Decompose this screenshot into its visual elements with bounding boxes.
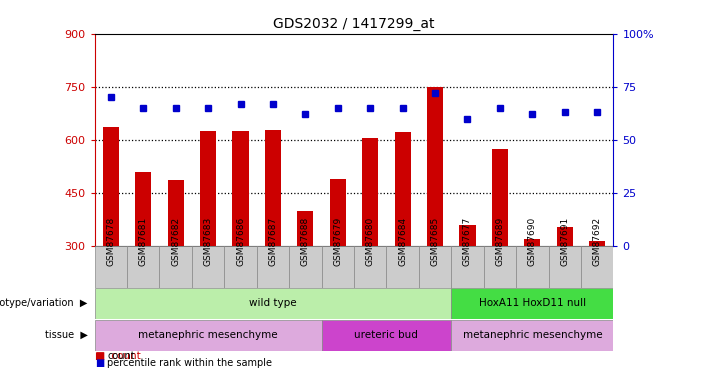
Text: genotype/variation  ▶: genotype/variation ▶ xyxy=(0,298,88,308)
Bar xyxy=(516,246,549,288)
Text: GSM87689: GSM87689 xyxy=(496,217,505,266)
Bar xyxy=(354,246,386,288)
Bar xyxy=(492,149,508,246)
Bar xyxy=(549,246,581,288)
Bar xyxy=(95,320,322,351)
Bar xyxy=(233,131,249,246)
Bar xyxy=(395,132,411,246)
Bar xyxy=(451,246,484,288)
Bar xyxy=(265,130,281,246)
Text: GSM87677: GSM87677 xyxy=(463,217,472,266)
Text: ureteric bud: ureteric bud xyxy=(355,330,418,340)
Bar xyxy=(418,246,451,288)
Bar xyxy=(459,225,475,246)
Text: GSM87690: GSM87690 xyxy=(528,217,537,266)
Text: ■: ■ xyxy=(95,351,104,361)
Bar xyxy=(451,288,613,319)
Bar xyxy=(95,246,127,288)
Text: metanephric mesenchyme: metanephric mesenchyme xyxy=(463,330,602,340)
Bar xyxy=(322,246,354,288)
Text: metanephric mesenchyme: metanephric mesenchyme xyxy=(138,330,278,340)
Bar xyxy=(103,128,119,246)
Bar xyxy=(200,131,216,246)
Text: GSM87681: GSM87681 xyxy=(139,217,148,266)
Text: GSM87692: GSM87692 xyxy=(592,217,601,266)
Text: GSM87682: GSM87682 xyxy=(171,217,180,266)
Bar xyxy=(224,246,257,288)
Bar xyxy=(484,246,516,288)
Bar xyxy=(557,226,573,246)
Text: GSM87691: GSM87691 xyxy=(560,217,569,266)
Text: GSM87684: GSM87684 xyxy=(398,217,407,266)
Text: GSM87679: GSM87679 xyxy=(333,217,342,266)
Bar xyxy=(160,246,192,288)
Bar xyxy=(589,241,605,246)
Text: GSM87687: GSM87687 xyxy=(268,217,278,266)
Text: GSM87680: GSM87680 xyxy=(366,217,375,266)
Bar xyxy=(192,246,224,288)
Text: GSM87686: GSM87686 xyxy=(236,217,245,266)
Text: GSM87685: GSM87685 xyxy=(430,217,440,266)
Bar xyxy=(127,246,160,288)
Bar xyxy=(95,288,451,319)
Bar xyxy=(322,320,451,351)
Bar xyxy=(362,138,379,246)
Bar xyxy=(297,211,313,246)
Text: GSM87683: GSM87683 xyxy=(203,217,212,266)
Title: GDS2032 / 1417299_at: GDS2032 / 1417299_at xyxy=(273,17,435,32)
Bar xyxy=(329,179,346,246)
Text: ■  count: ■ count xyxy=(95,351,140,361)
Text: percentile rank within the sample: percentile rank within the sample xyxy=(107,358,272,368)
Text: GSM87688: GSM87688 xyxy=(301,217,310,266)
Bar xyxy=(135,172,151,246)
Bar xyxy=(386,246,418,288)
Bar xyxy=(451,320,613,351)
Text: tissue  ▶: tissue ▶ xyxy=(45,330,88,340)
Text: wild type: wild type xyxy=(249,298,297,308)
Bar xyxy=(427,87,443,246)
Text: count: count xyxy=(107,351,135,361)
Bar xyxy=(524,239,540,246)
Text: ■: ■ xyxy=(95,358,104,368)
Text: HoxA11 HoxD11 null: HoxA11 HoxD11 null xyxy=(479,298,586,308)
Bar xyxy=(290,246,322,288)
Text: GSM87678: GSM87678 xyxy=(107,217,116,266)
Bar xyxy=(168,180,184,246)
Bar xyxy=(581,246,613,288)
Bar xyxy=(257,246,290,288)
